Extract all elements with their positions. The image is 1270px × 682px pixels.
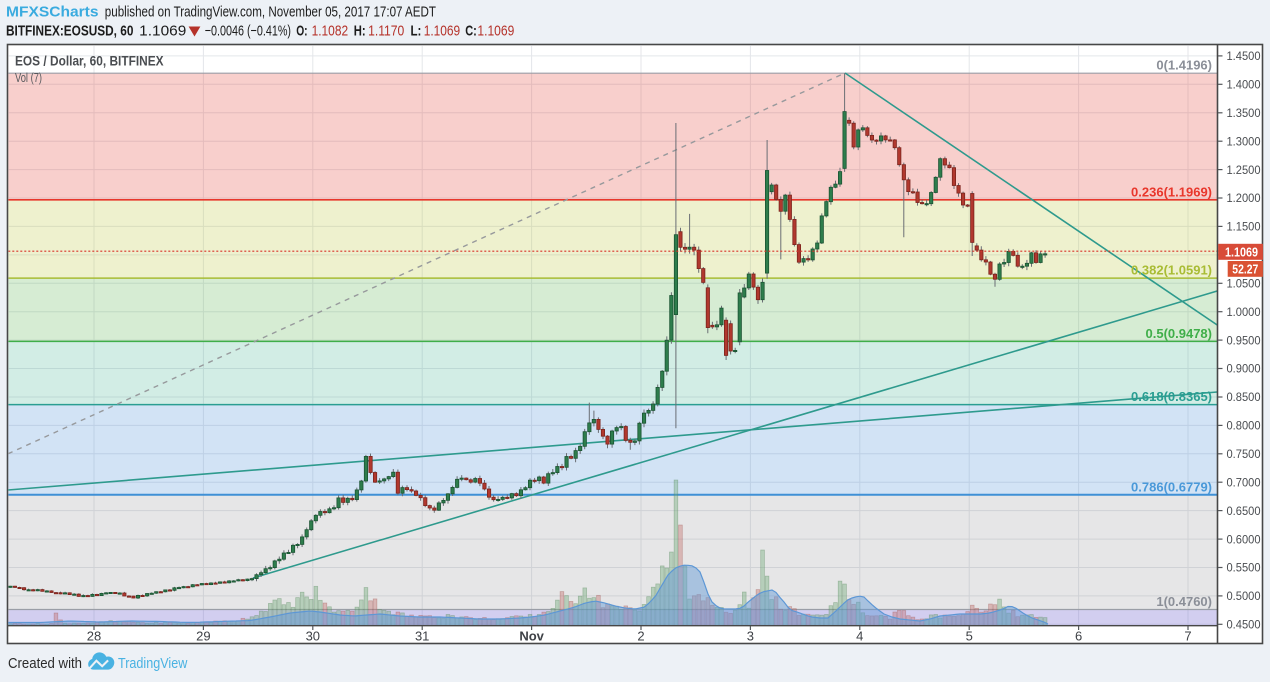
svg-text:0.6500: 0.6500 bbox=[1227, 504, 1261, 518]
svg-text:0.8500: 0.8500 bbox=[1227, 390, 1261, 404]
svg-text:published on TradingView.com,: published on TradingView.com, November 0… bbox=[105, 4, 436, 21]
svg-text:Vol (7): Vol (7) bbox=[15, 70, 42, 85]
svg-text:1.1500: 1.1500 bbox=[1227, 220, 1261, 234]
svg-text:1.1069: 1.1069 bbox=[477, 23, 514, 40]
svg-text:29: 29 bbox=[196, 629, 210, 644]
svg-text:1.0000: 1.0000 bbox=[1227, 305, 1261, 319]
svg-text:O:: O: bbox=[296, 23, 307, 40]
svg-text:TradingView: TradingView bbox=[118, 655, 187, 672]
svg-text:0.786(0.6779): 0.786(0.6779) bbox=[1131, 479, 1212, 494]
svg-text:0.9000: 0.9000 bbox=[1227, 362, 1261, 376]
svg-text:30: 30 bbox=[306, 629, 320, 644]
svg-text:0.7000: 0.7000 bbox=[1227, 475, 1261, 489]
svg-text:0.618(0.8365): 0.618(0.8365) bbox=[1131, 389, 1212, 404]
svg-text:1.1069: 1.1069 bbox=[139, 23, 186, 40]
svg-text:0.5(0.9478): 0.5(0.9478) bbox=[1146, 326, 1213, 341]
svg-text:−0.0046 (−0.41%): −0.0046 (−0.41%) bbox=[205, 23, 291, 40]
svg-text:1.1069: 1.1069 bbox=[1225, 244, 1258, 259]
svg-text:1.4000: 1.4000 bbox=[1227, 78, 1261, 92]
svg-text:0.382(1.0591): 0.382(1.0591) bbox=[1131, 263, 1212, 278]
svg-text:6: 6 bbox=[1075, 629, 1082, 644]
svg-text:MFXSCharts: MFXSCharts bbox=[6, 4, 99, 21]
svg-text:31: 31 bbox=[415, 629, 429, 644]
svg-text:Nov: Nov bbox=[519, 629, 544, 644]
svg-text:1.0500: 1.0500 bbox=[1227, 277, 1261, 291]
svg-text:EOS / Dollar, 60, BITFINEX: EOS / Dollar, 60, BITFINEX bbox=[15, 53, 164, 69]
svg-text:1.3500: 1.3500 bbox=[1227, 106, 1261, 120]
svg-text:1.1069: 1.1069 bbox=[424, 23, 461, 40]
svg-text:H:: H: bbox=[354, 23, 366, 40]
svg-text:0.4500: 0.4500 bbox=[1227, 618, 1261, 632]
svg-text:2: 2 bbox=[637, 629, 644, 644]
svg-text:3: 3 bbox=[747, 629, 754, 644]
svg-text:1.4500: 1.4500 bbox=[1227, 49, 1261, 63]
svg-text:Created with: Created with bbox=[8, 655, 82, 672]
svg-text:52.27: 52.27 bbox=[1232, 261, 1258, 276]
svg-text:C:: C: bbox=[465, 23, 477, 40]
svg-text:7: 7 bbox=[1184, 629, 1191, 644]
svg-text:0.9500: 0.9500 bbox=[1227, 333, 1261, 347]
svg-text:0.7500: 0.7500 bbox=[1227, 447, 1261, 461]
svg-text:0.8000: 0.8000 bbox=[1227, 419, 1261, 433]
svg-text:1.2000: 1.2000 bbox=[1227, 191, 1261, 205]
svg-text:1(0.4760): 1(0.4760) bbox=[1156, 594, 1212, 609]
svg-text:1.3000: 1.3000 bbox=[1227, 134, 1261, 148]
svg-text:0.236(1.1969): 0.236(1.1969) bbox=[1131, 184, 1212, 199]
svg-text:0.5000: 0.5000 bbox=[1227, 589, 1261, 603]
svg-text:0(1.4196): 0(1.4196) bbox=[1156, 58, 1212, 73]
svg-text:1.2500: 1.2500 bbox=[1227, 163, 1261, 177]
svg-text:28: 28 bbox=[87, 629, 101, 644]
svg-text:0.6000: 0.6000 bbox=[1227, 532, 1261, 546]
svg-text:4: 4 bbox=[856, 629, 863, 644]
svg-text:1.1082: 1.1082 bbox=[312, 23, 349, 40]
svg-text:0.5500: 0.5500 bbox=[1227, 561, 1261, 575]
svg-text:L:: L: bbox=[411, 23, 422, 40]
svg-text:1.1170: 1.1170 bbox=[368, 23, 404, 40]
svg-text:BITFINEX:EOSUSD, 60: BITFINEX:EOSUSD, 60 bbox=[6, 23, 133, 40]
svg-text:5: 5 bbox=[966, 629, 973, 644]
